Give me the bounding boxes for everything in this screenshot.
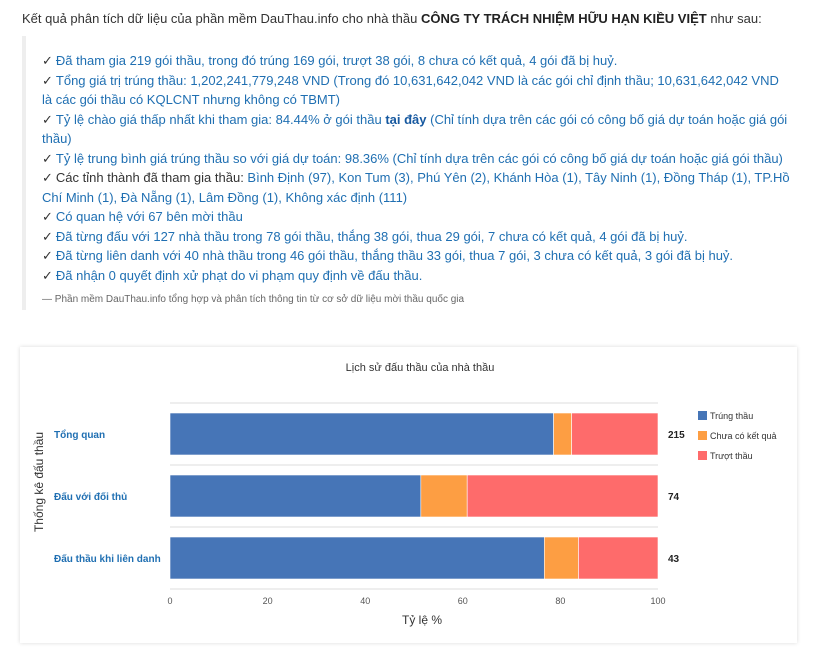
x-tick-label: 80: [555, 596, 565, 606]
check-icon: ✓: [42, 228, 53, 244]
y-axis-label: Thống kê đấu thầu: [32, 432, 46, 532]
total-label: 43: [668, 554, 680, 565]
company-name: CÔNG TY TRÁCH NHIỆM HỮU HẠN KIỀU VIỆT: [420, 11, 707, 26]
bar-segment: [420, 474, 468, 518]
legend-swatch: [698, 411, 707, 420]
check-icon: ✓: [42, 209, 53, 224]
bar-segment: [169, 536, 545, 580]
chart-title: Lịch sử đấu thầu của nhà thầu: [346, 362, 495, 374]
province-list[interactable]: Bình Định (97), Kon Tum (3), Phú Yên (2)…: [42, 170, 790, 205]
summary-item: ✓ Đã tham gia 219 gói thầu, trong đó trún…: [42, 53, 618, 68]
check-icon: ✓: [42, 170, 53, 185]
bar-segment: [543, 536, 579, 580]
category-label: Đấu với đối thủ: [54, 491, 127, 503]
summary-item: ✓ Tỷ lệ trung bình giá trúng thầu so với …: [42, 150, 783, 166]
total-label: 74: [668, 492, 680, 503]
bidding-history-chart: Lịch sử đấu thầu của nhà thầu Tỷ lệ % Th…: [20, 347, 797, 643]
summary-item: ✓ Tỷ lệ chào giá thấp nhất khi tham gia: …: [42, 111, 788, 147]
legend-swatch: [698, 451, 707, 460]
chart-svg: Lịch sử đấu thầu của nhà thầu Tỷ lệ % Th…: [32, 362, 777, 627]
summary-item: ✓ Tổng giá trị trúng thầu: 1,202,241,779,…: [42, 72, 779, 108]
legend-label: Trúng thầu: [710, 411, 753, 421]
bar-segment: [169, 412, 554, 456]
here-link[interactable]: tại đây: [385, 111, 427, 127]
bar-segment: [571, 412, 659, 456]
bar-segment: [553, 412, 572, 456]
category-label: Tổng quan: [54, 429, 105, 441]
summary-item: ✓ Các tỉnh thành đã tham gia thầu: Bình Đ…: [42, 170, 790, 205]
summary-item: ✓ Đã từng đấu với 127 nhà thầu trong 78 g…: [42, 228, 688, 244]
check-icon: ✓: [42, 150, 53, 166]
check-icon: ✓: [42, 53, 53, 68]
category-label: Đấu thầu khi liên danh: [54, 553, 161, 565]
x-tick-label: 0: [167, 596, 172, 606]
x-tick-label: 100: [650, 596, 665, 606]
bar-segment: [466, 474, 659, 518]
legend-label: Trượt thầu: [710, 451, 753, 461]
legend-swatch: [698, 431, 707, 440]
bar-segment: [169, 474, 422, 518]
check-icon: ✓: [42, 72, 53, 88]
x-tick-label: 20: [263, 596, 273, 606]
summary-item: ✓ Đã nhận 0 quyết định xử phạt do vi phạm…: [42, 267, 423, 283]
summary-item: ✓ Đã từng liên danh với 40 nhà thầu trong…: [42, 248, 734, 263]
total-label: 215: [668, 430, 685, 441]
x-tick-label: 60: [458, 596, 468, 606]
source-footer: — Phần mềm DauThau.info tổng hợp và phân…: [42, 294, 465, 305]
x-tick-label: 40: [360, 596, 370, 606]
check-icon: ✓: [42, 267, 53, 283]
analysis-blockquote: ✓ Đã tham gia 219 gói thầu, trong đó trún…: [22, 36, 792, 310]
check-icon: ✓: [42, 248, 53, 263]
intro-text: Kết quả phân tích dữ liệu của phần mềm D…: [22, 11, 762, 26]
legend-label: Chưa có kết quả: [710, 431, 777, 441]
summary-item: ✓ Có quan hệ với 67 bên mời thầu: [42, 209, 243, 224]
x-axis-label: Tỷ lệ %: [402, 613, 442, 627]
check-icon: ✓: [42, 111, 53, 127]
bar-segment: [578, 536, 659, 580]
